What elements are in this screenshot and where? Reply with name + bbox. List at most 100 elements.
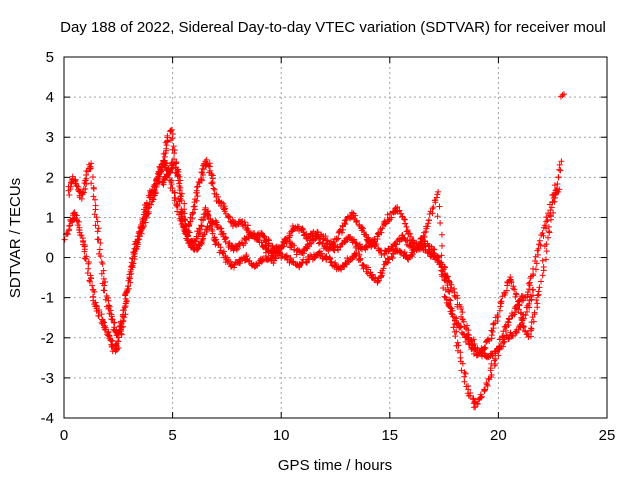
data-point: [98, 270, 105, 277]
data-point: [357, 257, 364, 264]
data-point: [193, 246, 200, 253]
data-point: [515, 306, 522, 313]
data-point: [172, 194, 179, 201]
data-point: [86, 277, 93, 284]
data-point: [141, 215, 148, 222]
data-point: [396, 207, 403, 214]
data-point: [189, 211, 196, 218]
data-point: [496, 307, 503, 314]
data-point: [171, 189, 178, 196]
data-point: [534, 300, 541, 307]
data-point: [442, 286, 449, 293]
data-point: [219, 230, 226, 237]
data-point: [474, 400, 481, 407]
data-point: [82, 185, 89, 192]
data-point: [186, 229, 193, 236]
data-point: [134, 233, 141, 240]
data-point: [556, 166, 563, 173]
data-point: [536, 237, 543, 244]
data-point: [167, 137, 174, 144]
data-point: [87, 165, 94, 172]
data-point: [106, 333, 113, 340]
data-point: [494, 318, 501, 324]
data-point: [532, 266, 539, 273]
data-point: [534, 251, 541, 258]
data-point: [221, 208, 228, 215]
data-point: [526, 286, 533, 293]
data-point: [410, 239, 417, 246]
data-point: [174, 208, 181, 215]
data-point: [84, 270, 91, 277]
data-point: [448, 310, 455, 317]
data-point: [447, 284, 454, 291]
data-point: [385, 256, 392, 263]
data-point: [92, 206, 99, 213]
data-point: [512, 293, 519, 300]
data-point: [553, 187, 560, 194]
data-point: [283, 238, 290, 245]
data-point: [379, 225, 386, 232]
data-point: [526, 279, 533, 286]
data-point: [487, 365, 494, 372]
data-point: [457, 323, 464, 330]
data-point: [323, 256, 330, 263]
data-point: [464, 322, 471, 329]
data-point: [308, 240, 315, 247]
data-point: [83, 181, 90, 188]
data-point: [126, 274, 133, 281]
grid-lines: [64, 57, 607, 418]
data-point: [121, 314, 128, 321]
data-point: [373, 241, 380, 248]
data-point: [185, 228, 192, 234]
data-point: [451, 285, 458, 292]
data-point: [420, 232, 427, 239]
data-point: [459, 360, 466, 367]
data-point: [181, 216, 188, 223]
data-point: [106, 310, 113, 317]
data-point: [101, 287, 108, 294]
data-point: [90, 185, 97, 192]
data-point: [177, 177, 184, 184]
data-point: [465, 327, 472, 334]
data-point: [78, 195, 85, 202]
data-point: [66, 223, 73, 230]
data-point: [225, 213, 232, 220]
data-point: [88, 180, 95, 187]
data-point: [508, 332, 515, 339]
data-point: [123, 298, 130, 305]
data-point: [79, 189, 86, 196]
chart-title: Day 188 of 2022, Sidereal Day-to-day VTE…: [60, 19, 606, 36]
data-point: [164, 134, 171, 141]
data-point: [81, 248, 88, 255]
data-point: [208, 180, 215, 187]
data-point: [202, 204, 209, 211]
data-point: [193, 197, 200, 204]
data-point: [558, 158, 565, 165]
data-point: [530, 318, 537, 325]
data-point: [82, 255, 89, 262]
data-point: [356, 251, 363, 258]
data-point: [335, 235, 342, 242]
data-point: [115, 345, 122, 352]
data-point: [169, 130, 176, 137]
data-point: [230, 247, 237, 254]
data-point: [436, 203, 443, 210]
data-point: [219, 249, 226, 256]
data-point: [167, 127, 174, 134]
data-point: [70, 210, 77, 217]
data-point: [434, 213, 441, 220]
data-point: [94, 236, 101, 243]
data-point: [461, 378, 468, 385]
axis-ticks: [63, 56, 608, 419]
data-point: [421, 241, 428, 248]
data-point: [548, 204, 555, 211]
data-point: [97, 253, 104, 260]
data-point: [516, 323, 523, 330]
data-point: [446, 278, 453, 285]
data-point: [129, 264, 136, 271]
data-point: [535, 241, 542, 248]
data-point: [494, 312, 501, 319]
data-point: [135, 230, 142, 237]
data-point: [348, 209, 355, 216]
